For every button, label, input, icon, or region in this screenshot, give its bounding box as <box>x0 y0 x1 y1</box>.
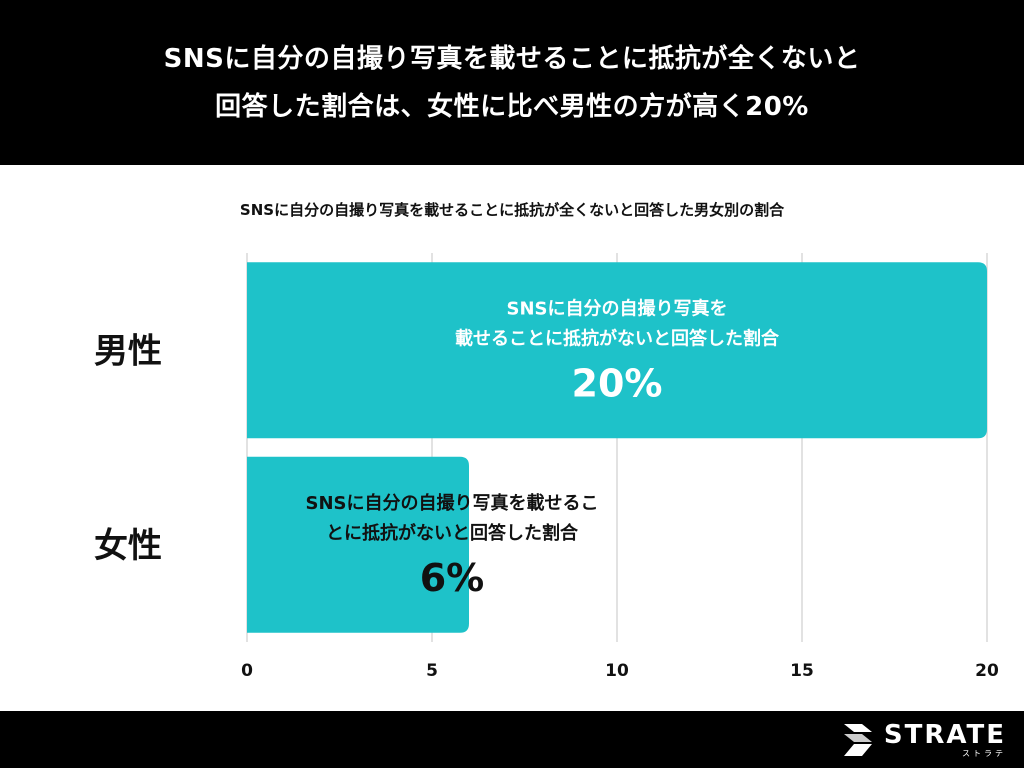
bar-chart: 0 5 10 15 20男性SNSに自分の自撮り写真を載せることに抵抗がないと回答した割… <box>94 253 999 681</box>
bar-text-label-1-0: SNSに自分の自撮り写真を載せるこ <box>306 492 599 514</box>
chart-title: SNSに自分の自撮り写真を載せることに抵抗が全くないと回答した男女別の割合 <box>239 201 785 219</box>
bar-value-label-0: 20% <box>572 361 663 405</box>
header-title-line2: 回答した割合は、女性に比べ男性の方が高く20% <box>215 91 809 122</box>
bar-0 <box>247 262 987 439</box>
logo-text: STRATE <box>883 720 1006 750</box>
strate-logo-icon <box>843 724 872 756</box>
category-label-0: 男性 <box>94 331 162 371</box>
bar-value-label-1: 6% <box>420 556 485 600</box>
category-label-1: 女性 <box>94 526 162 566</box>
bar-text-label-0-0: SNSに自分の自撮り写真を <box>507 297 728 319</box>
footer-bar: STRATE ストラテ <box>0 711 1024 768</box>
bar-1 <box>247 456 469 633</box>
x-tick-label-0: 0 <box>241 661 253 681</box>
logo-subtext: ストラテ <box>962 749 1006 758</box>
x-tick-label-3: 15 <box>790 661 814 681</box>
strate-logo: STRATE ストラテ <box>840 719 1006 761</box>
header-title-line1: SNSに自分の自撮り写真を載せることに抵抗が全くないと <box>163 43 861 74</box>
x-tick-label-4: 20 <box>975 661 999 681</box>
x-tick-label-2: 10 <box>605 661 629 681</box>
x-tick-label-1: 5 <box>426 661 438 681</box>
header-banner: SNSに自分の自撮り写真を載せることに抵抗が全くないと 回答した割合は、女性に比… <box>0 0 1024 165</box>
bar-text-label-1-1: とに抵抗がないと回答した割合 <box>326 522 579 544</box>
bar-text-label-0-1: 載せることに抵抗がないと回答した割合 <box>455 327 780 349</box>
